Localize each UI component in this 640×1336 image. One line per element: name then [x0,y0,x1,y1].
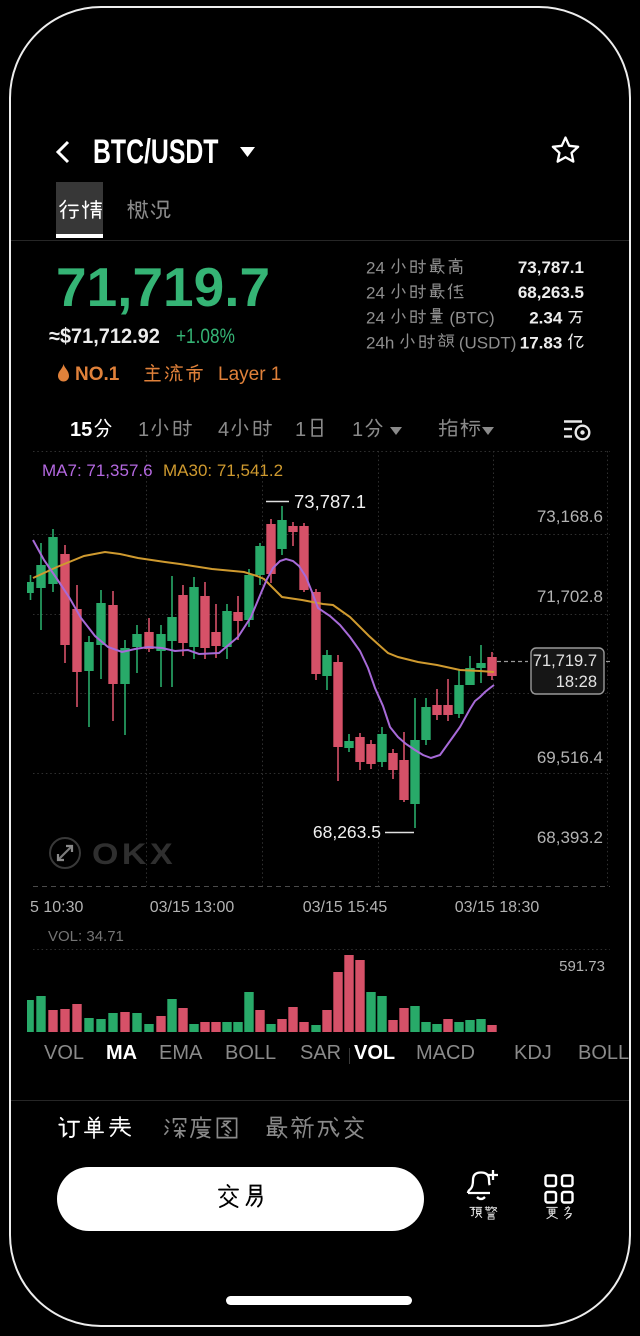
svg-text:73,787.1: 73,787.1 [294,491,366,512]
svg-text:03/15 13:00: 03/15 13:00 [150,899,235,916]
svg-text:69,516.4: 69,516.4 [537,748,603,767]
svg-text:OKX: OKX [92,837,176,871]
svg-text:68,263.5: 68,263.5 [313,822,381,842]
svg-text:71,702.8: 71,702.8 [537,587,603,606]
svg-text:71,719.7: 71,719.7 [533,652,597,670]
svg-text:73,168.6: 73,168.6 [537,507,603,526]
svg-text:VOL: 34.71: VOL: 34.71 [48,928,124,945]
svg-text:591.73: 591.73 [559,958,605,975]
svg-text:5 10:30: 5 10:30 [30,899,83,916]
svg-text:03/15 15:45: 03/15 15:45 [303,899,388,916]
svg-text:MA7: 71,357.6: MA7: 71,357.6 [42,461,153,480]
svg-text:03/15 18:30: 03/15 18:30 [455,899,540,916]
svg-text:MA30: 71,541.2: MA30: 71,541.2 [163,461,283,480]
svg-text:68,393.2: 68,393.2 [537,828,603,847]
svg-text:18:28: 18:28 [556,673,597,691]
